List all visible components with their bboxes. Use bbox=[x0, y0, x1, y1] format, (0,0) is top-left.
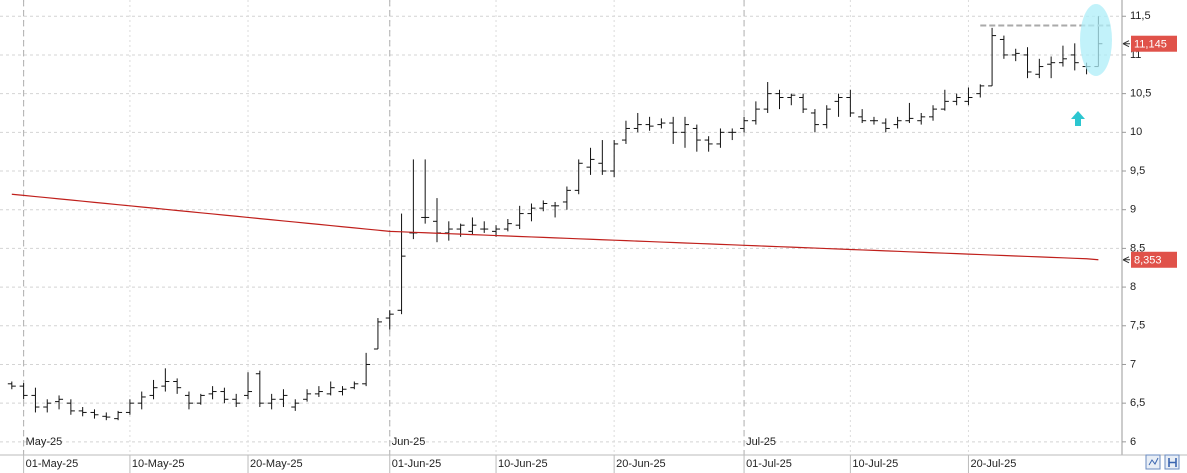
y-tick-label: 7,5 bbox=[1130, 320, 1145, 332]
y-tick-label: 7 bbox=[1130, 358, 1136, 370]
y-tick-label: 8,5 bbox=[1130, 242, 1145, 254]
marks bbox=[7, 16, 1111, 421]
price-pointer bbox=[1122, 40, 1130, 48]
x-tick-label: 01-May-25 bbox=[26, 458, 79, 470]
month-label: Jun-25 bbox=[392, 436, 426, 448]
x-tick-label: 20-Jul-25 bbox=[970, 458, 1016, 470]
scale-icon bbox=[1148, 457, 1159, 466]
h-icon bbox=[1168, 458, 1177, 467]
signal-arrow bbox=[1071, 111, 1085, 126]
highlight-ellipse bbox=[1080, 4, 1112, 76]
x-tick-label: 01-Jun-25 bbox=[392, 458, 442, 470]
y-tick-label: 10,5 bbox=[1130, 88, 1151, 100]
x-tick-label: 10-Jul-25 bbox=[852, 458, 898, 470]
x-tick-label: 01-Jul-25 bbox=[746, 458, 792, 470]
y-tick-label: 9 bbox=[1130, 204, 1136, 216]
y-tick-label: 8 bbox=[1130, 281, 1136, 293]
price-pointer bbox=[1122, 256, 1130, 264]
y-tick-label: 11,5 bbox=[1130, 10, 1151, 22]
grid bbox=[0, 0, 1122, 455]
price-label: 8,353 bbox=[1134, 255, 1162, 267]
y-tick-label: 6 bbox=[1130, 436, 1136, 448]
y-tick-label: 6,5 bbox=[1130, 397, 1145, 409]
month-label: Jul-25 bbox=[746, 436, 776, 448]
y-tick-label: 10 bbox=[1130, 126, 1142, 138]
x-tick-label: 20-May-25 bbox=[250, 458, 303, 470]
x-tick-label: 10-Jun-25 bbox=[498, 458, 548, 470]
price-label: 11,145 bbox=[1134, 39, 1167, 51]
x-tick-label: 10-May-25 bbox=[132, 458, 185, 470]
y-tick-label: 9,5 bbox=[1130, 165, 1145, 177]
y-tick-label: 11 bbox=[1130, 49, 1141, 61]
price-label-box bbox=[1131, 35, 1177, 52]
month-label: May-25 bbox=[26, 436, 63, 448]
moving-average-line bbox=[11, 193, 1099, 261]
x-tick-label: 20-Jun-25 bbox=[616, 458, 666, 470]
price-label-box bbox=[1131, 251, 1177, 268]
